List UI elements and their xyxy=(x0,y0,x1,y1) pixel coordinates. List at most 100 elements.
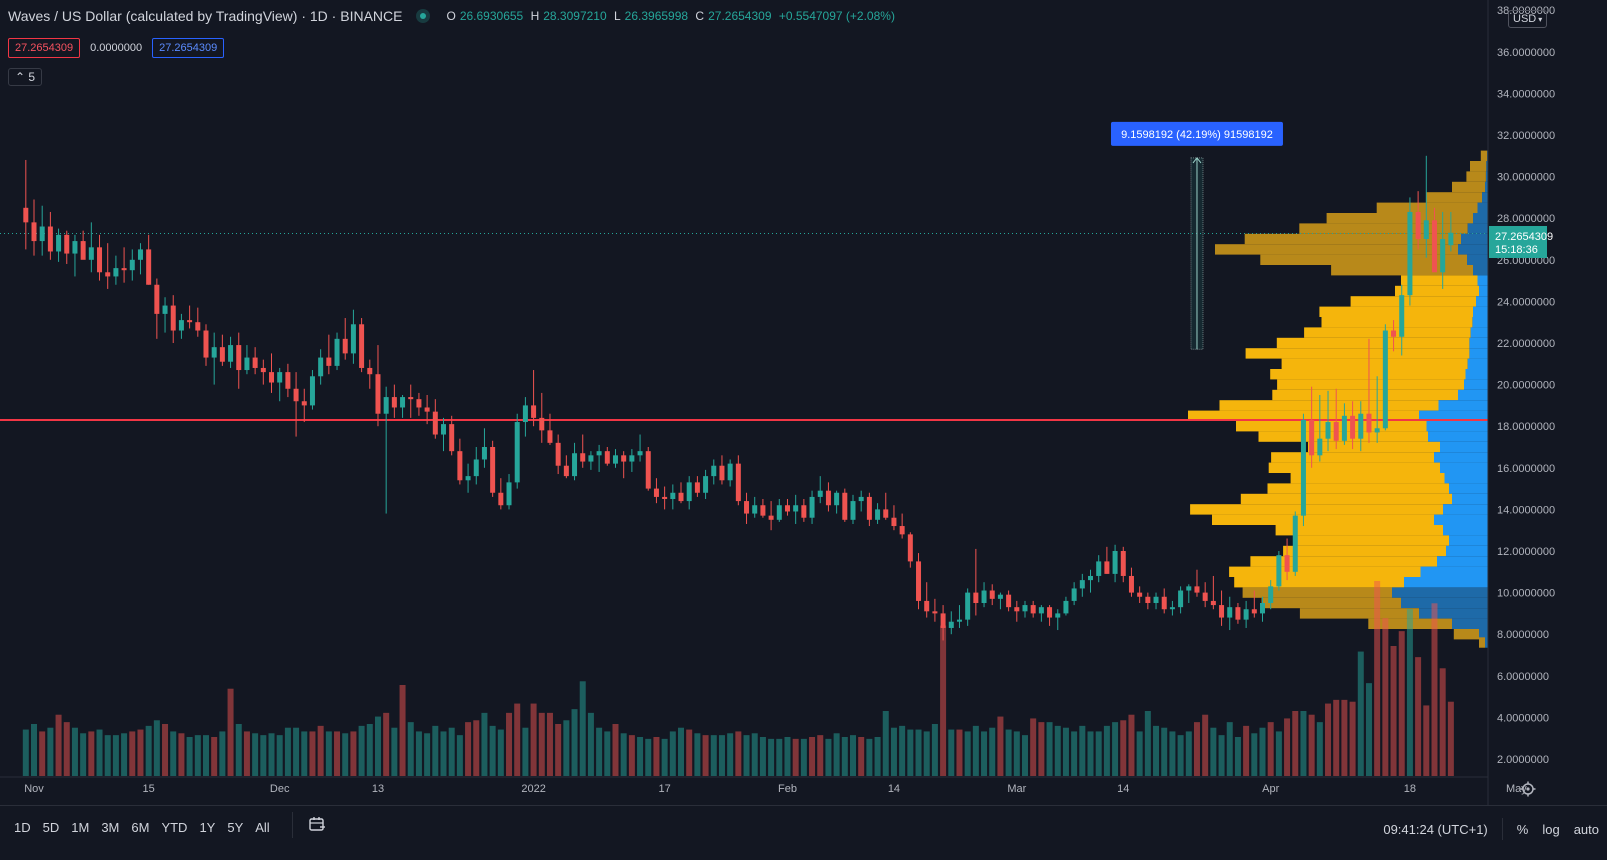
range-button-1y[interactable]: 1Y xyxy=(199,820,216,835)
candle-body xyxy=(981,590,987,603)
date-range-icon[interactable] xyxy=(308,815,326,833)
volume-bar xyxy=(833,733,840,776)
clock-time[interactable]: 09:41:24 (UTC+1) xyxy=(1383,821,1488,837)
volume-bar xyxy=(1193,722,1200,776)
candle-body xyxy=(727,463,733,481)
profile-down-volume xyxy=(1452,181,1485,193)
candle-body xyxy=(187,320,193,323)
volume-bar xyxy=(882,711,889,776)
candle-body xyxy=(875,509,881,520)
price-axis[interactable]: 2.0000000 4.0000000 6.0000000 8.0000000 10.0… xyxy=(1497,5,1555,766)
price-tick-label: 20.0000000 xyxy=(1497,380,1555,392)
candle-body xyxy=(866,496,872,520)
candle-body xyxy=(146,249,152,285)
candle-body xyxy=(711,465,717,477)
profile-up-volume xyxy=(1428,431,1488,442)
range-button-1m[interactable]: 1M xyxy=(71,820,90,835)
candle-body xyxy=(367,367,373,375)
range-button-1d[interactable]: 1D xyxy=(14,820,31,835)
settings-gear-icon[interactable] xyxy=(1520,781,1536,797)
volume-bar xyxy=(153,720,160,776)
volume-bar xyxy=(1349,701,1356,776)
profile-up-volume xyxy=(1479,285,1488,297)
range-button-5d[interactable]: 5D xyxy=(42,820,60,835)
range-button-6m[interactable]: 6M xyxy=(131,820,150,835)
price-tick-label: 10.0000000 xyxy=(1497,588,1555,600)
volume-bar xyxy=(1169,731,1176,776)
candle-body xyxy=(1120,551,1126,576)
volume-bar xyxy=(1234,737,1241,776)
candle-body xyxy=(1350,415,1356,439)
price-tick-label: 8.0000000 xyxy=(1497,629,1549,641)
volume-bar xyxy=(923,731,930,776)
range-button-5y[interactable]: 5Y xyxy=(227,820,244,835)
profile-up-volume xyxy=(1469,348,1488,359)
range-button-all[interactable]: All xyxy=(255,820,270,835)
volume-bar xyxy=(1038,722,1045,776)
candle-body xyxy=(137,249,143,260)
currency-button[interactable]: USD ▾ xyxy=(1508,10,1548,28)
volume-bar xyxy=(211,737,218,776)
candle-body xyxy=(498,492,504,506)
candle-body xyxy=(400,397,406,408)
log-scale-toggle[interactable]: log xyxy=(1542,821,1560,837)
volume-bar xyxy=(1202,714,1209,776)
volume-bar xyxy=(325,731,332,776)
candle-body xyxy=(645,451,651,489)
volume-bar xyxy=(219,731,226,776)
indicator-value-blue: 27.2654309 xyxy=(152,38,225,58)
volume-bar xyxy=(587,712,594,776)
candle-body xyxy=(1219,605,1225,618)
profile-up-volume xyxy=(1438,400,1488,411)
volume-bar xyxy=(858,737,865,776)
symbol-legend: Waves / US Dollar (calculated by Trading… xyxy=(8,8,895,24)
candle-body xyxy=(1047,607,1053,618)
profile-up-volume xyxy=(1485,637,1488,648)
profile-up-volume xyxy=(1482,192,1488,203)
candle-body xyxy=(449,424,455,452)
candle-body xyxy=(154,284,160,314)
scale-tools: 09:41:24 (UTC+1) % log auto xyxy=(1383,818,1599,840)
candle-body xyxy=(170,305,176,331)
percent-scale-toggle[interactable]: % xyxy=(1516,821,1529,837)
candle-body xyxy=(834,492,840,506)
candle-body xyxy=(1022,605,1028,612)
volume-bar xyxy=(669,731,676,776)
candle-body xyxy=(1374,428,1380,433)
profile-up-volume xyxy=(1434,514,1488,525)
candle-body xyxy=(1186,586,1192,591)
time-axis[interactable]: Nov 15 Dec 13 2022 17 Feb 14 Mar 14 Apr 18 May xyxy=(24,783,1527,795)
volume-bar xyxy=(497,729,504,776)
candle-body xyxy=(252,357,258,368)
symbol-title[interactable]: Waves / US Dollar (calculated by Trading… xyxy=(8,8,403,24)
price-range-measure[interactable]: 9.1598192 (42.19%) 91598192 xyxy=(1110,121,1283,350)
volume-bar xyxy=(1415,657,1422,776)
candle-body xyxy=(1038,607,1044,614)
candle-body xyxy=(162,305,168,314)
volume-bar xyxy=(1030,718,1037,776)
candle-body xyxy=(441,424,446,435)
candle-body xyxy=(670,492,676,499)
volume-bar xyxy=(661,738,668,776)
candle-body xyxy=(236,345,242,371)
volume-bar xyxy=(563,720,570,776)
volume-bar xyxy=(1365,683,1372,776)
auto-scale-toggle[interactable]: auto xyxy=(1573,821,1599,837)
profile-down-volume xyxy=(1283,545,1446,557)
candle-body xyxy=(375,374,381,414)
indicators-collapse-button[interactable]: ⌃ 5 xyxy=(8,68,43,86)
volume-bar xyxy=(1284,718,1291,776)
volume-bar xyxy=(1333,699,1340,776)
candle-body xyxy=(1079,580,1085,589)
candle-body xyxy=(793,505,799,512)
time-tick-label: 14 xyxy=(1117,783,1129,795)
candle-body xyxy=(891,517,897,527)
profile-down-volume xyxy=(1281,358,1468,369)
volume-bar xyxy=(653,737,660,776)
profile-up-volume xyxy=(1479,629,1488,640)
range-button-3m[interactable]: 3M xyxy=(101,820,120,835)
volume-bar xyxy=(71,727,78,776)
range-button-ytd[interactable]: YTD xyxy=(161,820,188,835)
volume-bar xyxy=(1013,731,1020,776)
